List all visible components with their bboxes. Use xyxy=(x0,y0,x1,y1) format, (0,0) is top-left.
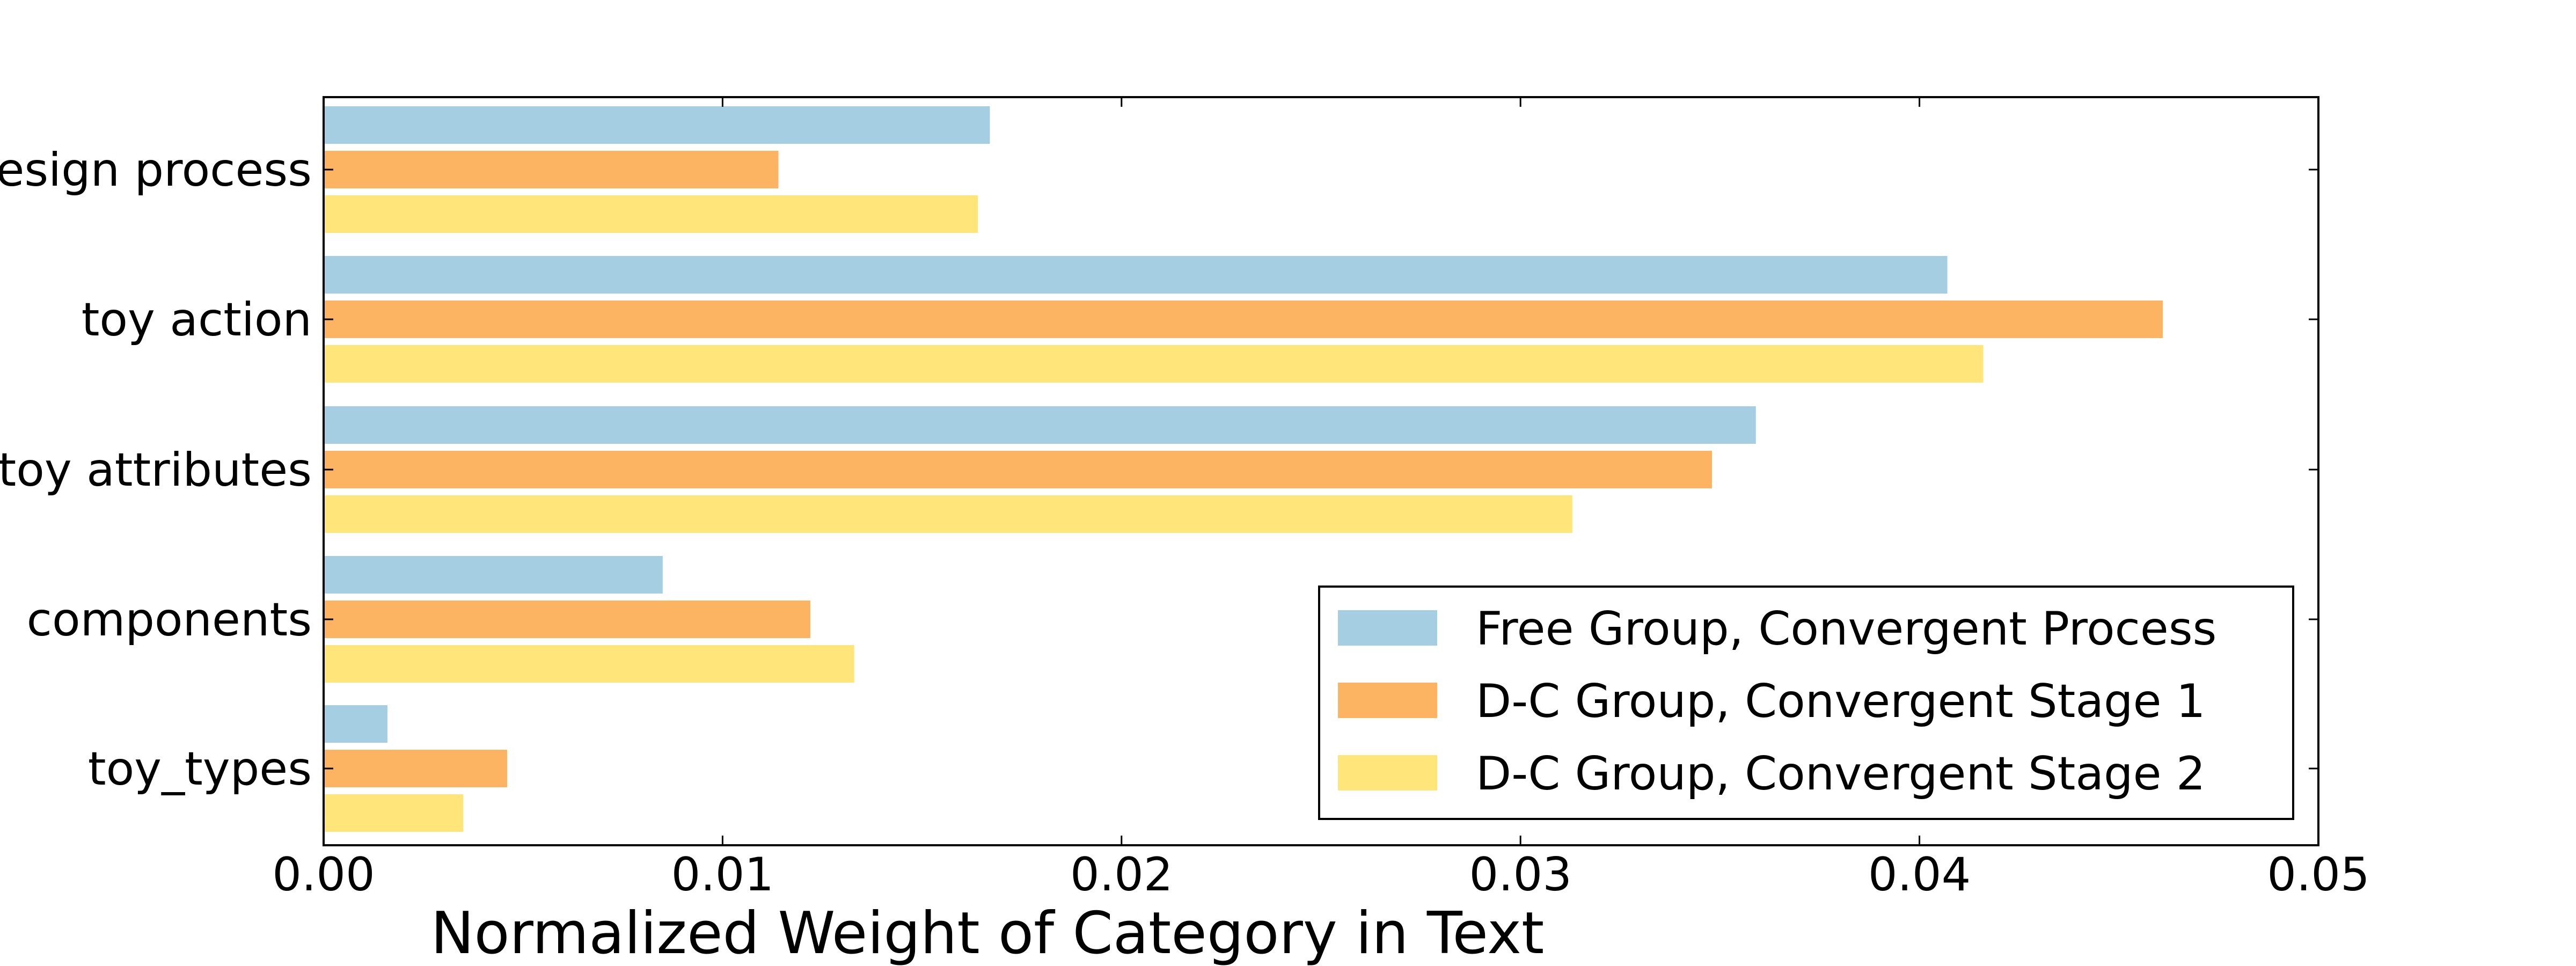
bar xyxy=(325,256,1948,294)
bars xyxy=(325,106,2163,832)
bar xyxy=(325,451,1713,488)
legend-swatch xyxy=(1338,610,1437,646)
plot-frame xyxy=(323,96,2319,846)
bar xyxy=(325,556,663,594)
category-label: toy_types xyxy=(88,742,312,796)
bar xyxy=(325,601,810,638)
bar xyxy=(325,345,1984,383)
x-tick-label: 0.04 xyxy=(1868,848,1971,902)
legend-label: D-C Group, Convergent Stage 2 xyxy=(1476,747,2206,801)
legend-label: Free Group, Convergent Process xyxy=(1476,602,2216,656)
category-label: toy attributes xyxy=(0,443,312,497)
legend-swatch xyxy=(1338,755,1437,791)
x-tick-label: 0.02 xyxy=(1070,848,1173,902)
bar xyxy=(325,495,1572,533)
bar xyxy=(325,645,854,683)
x-tick-label: 0.00 xyxy=(272,848,375,902)
x-axis-label: Normalized Weight of Category in Text xyxy=(431,900,1545,966)
x-tick-label: 0.01 xyxy=(671,848,774,902)
x-tick-label: 0.05 xyxy=(2267,848,2369,902)
ticks: 0.00 0.01 0.02 0.03 0.04 0.05 design process to… xyxy=(0,97,2370,902)
bar xyxy=(325,106,990,144)
bar xyxy=(325,151,779,188)
legend: Free Group, Convergent Process D-C Group,… xyxy=(1318,586,2294,820)
x-tick-label: 0.03 xyxy=(1469,848,1571,902)
category-label: components xyxy=(27,593,312,647)
bar xyxy=(325,195,978,233)
legend-label: D-C Group, Convergent Stage 1 xyxy=(1476,675,2206,728)
bar xyxy=(325,794,464,832)
bar xyxy=(325,301,2163,338)
category-label: toy action xyxy=(82,293,312,347)
bar xyxy=(325,705,387,743)
legend-box xyxy=(1318,586,2294,820)
bar xyxy=(325,406,1756,444)
bar xyxy=(325,750,507,787)
legend-swatch xyxy=(1338,683,1437,718)
category-label: design process xyxy=(0,143,312,197)
